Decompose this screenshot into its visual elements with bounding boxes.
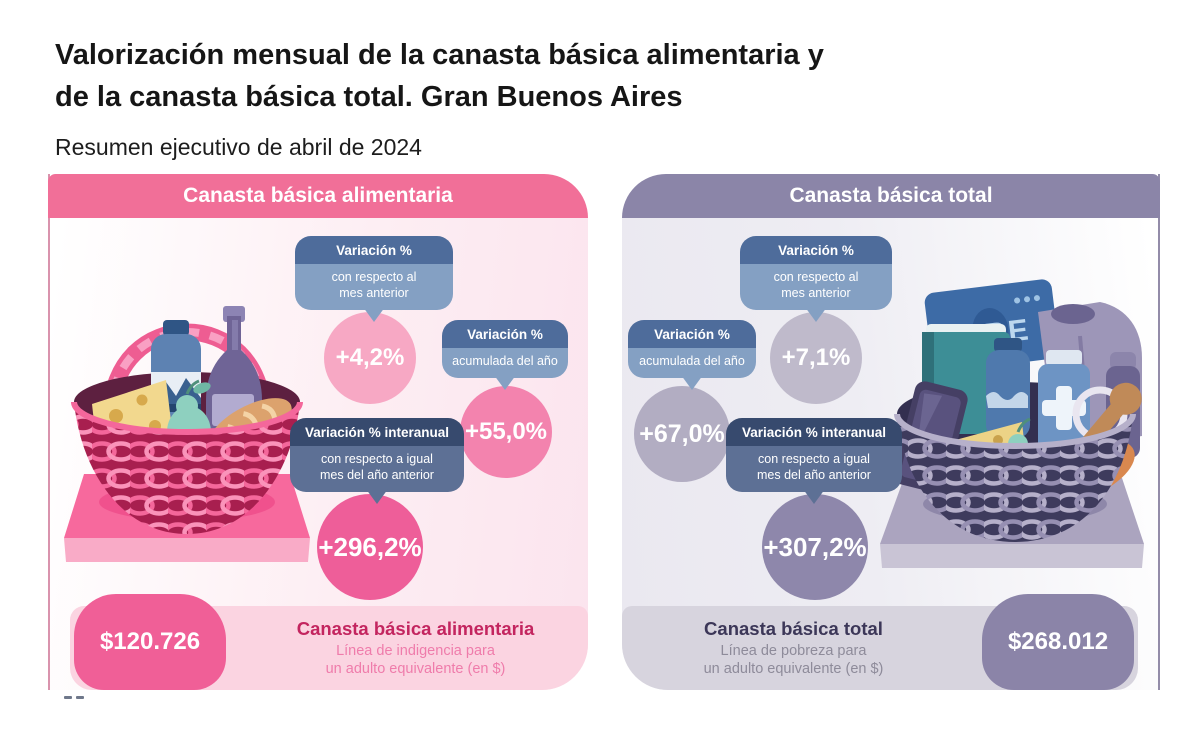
bubble-title: Variación % [295,236,453,264]
bubble-line: mes del año anterior [757,468,871,482]
bubble-line: con respecto a igual [321,452,433,466]
bubble-interannual-variation: Variación % interanual con respecto a ig… [290,418,464,492]
medicine-bottle [1038,350,1090,454]
panel-canasta-basica-alimentaria: Canasta básica alimentaria [48,174,588,690]
bubble-body: con respecto al mes anterior [740,264,892,310]
basket-bowl [74,402,300,534]
bubble-line: con respecto al [773,270,859,284]
caption-title: Canasta básica alimentaria [296,618,535,639]
caption-line: Línea de pobreza para [720,643,867,659]
panel-edge-line [48,174,50,690]
bubble-line: mes anterior [339,286,409,300]
page-title-line1: Valorización mensual de la canasta básic… [55,39,824,71]
bubble-monthly-variation: Variación % con respecto al mes anterior [740,236,892,310]
price-value: $268.012 [982,594,1134,690]
small-water-bottle [986,338,1030,438]
caption-title: Canasta básica total [704,618,883,639]
price-value: $120.726 [74,594,226,690]
panel-header: Canasta básica alimentaria [48,174,588,218]
bubble-title: Variación % [628,320,756,348]
bubble-title: Variación % [740,236,892,264]
bubble-ytd-variation: Variación % acumulada del año [442,320,568,378]
bubble-line: mes anterior [781,286,851,300]
bubble-title: Variación % interanual [290,418,464,446]
bubble-ytd-variation: Variación % acumulada del año [628,320,756,378]
total-basket-illustration: SUBE [880,279,1144,568]
ytd-variation-value: +67,0% [634,386,730,482]
bubble-line: acumulada del año [452,354,558,368]
bubble-monthly-variation: Variación % con respecto al mes anterior [295,236,453,310]
bubble-line: mes del año anterior [320,468,434,482]
page-title-line2: de la canasta básica total. Gran Buenos … [55,81,683,113]
bubble-body: con respecto al mes anterior [295,264,453,310]
stray-mark [76,696,84,699]
caption-text: Canasta básica total Línea de pobreza pa… [634,606,953,690]
bubble-body: con respecto a igual mes del año anterio… [290,446,464,492]
page-subtitle: Resumen ejecutivo de abril de 2024 [55,134,422,160]
caption-text: Canasta básica alimentaria Línea de indi… [255,606,576,690]
bubble-body: acumulada del año [628,348,756,378]
panel-header: Canasta básica total [622,174,1160,218]
monthly-variation-value: +7,1% [770,312,862,404]
basket-bowl [897,414,1133,542]
bubble-line: acumulada del año [639,354,745,368]
interannual-variation-value: +307,2% [762,494,868,600]
food-basket-illustration [64,306,310,562]
panel-canasta-basica-total: Canasta básica total SUBE [622,174,1160,690]
page-title: Valorización mensual de la canasta básic… [55,34,824,118]
bubble-interannual-variation: Variación % interanual con respecto a ig… [726,418,902,492]
bubble-body: acumulada del año [442,348,568,378]
panel-edge-line [1158,174,1160,690]
ytd-variation-value: +55,0% [460,386,552,478]
stray-mark [64,696,72,699]
caption-line: Línea de indigencia para [336,643,495,659]
bubble-line: con respecto a igual [758,452,870,466]
bubble-title: Variación % interanual [726,418,902,446]
basket-rim [71,401,303,435]
caption-line: un adulto equivalente (en $) [325,661,506,677]
interannual-variation-value: +296,2% [317,494,423,600]
basket-rim [894,413,1136,449]
bubble-body: con respecto a igual mes del año anterio… [726,446,902,492]
monthly-variation-value: +4,2% [324,312,416,404]
bubble-title: Variación % [442,320,568,348]
bubble-line: con respecto al [331,270,417,284]
caption-line: un adulto equivalente (en $) [703,661,884,677]
